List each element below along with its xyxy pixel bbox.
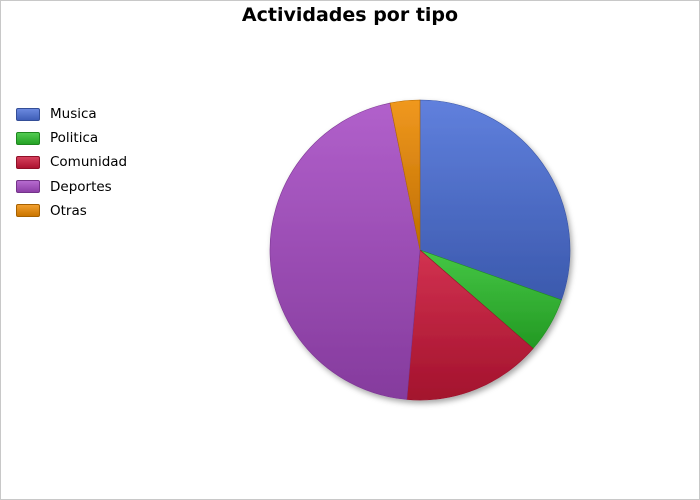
pie-slice-deportes — [269, 102, 421, 400]
legend-swatch-politica — [16, 131, 40, 145]
legend-swatch-musica — [16, 107, 40, 121]
pie-slices — [269, 99, 571, 401]
legend-label-comunidad: Comunidad — [50, 154, 128, 171]
legend-label-musica: Musica — [50, 106, 97, 123]
legend-item-comunidad: Comunidad — [16, 150, 127, 174]
legend-item-musica: Musica — [16, 102, 127, 126]
legend-item-politica: Politica — [16, 126, 127, 150]
pie-slice-musica — [419, 99, 571, 301]
legend-label-politica: Politica — [50, 130, 99, 147]
legend-label-otras: Otras — [50, 202, 87, 219]
chart-title: Actividades por tipo — [241, 4, 459, 26]
legend-item-deportes: Deportes — [16, 175, 127, 199]
legend: Musica Politica Comunidad Deportes Otras — [16, 102, 127, 223]
legend-swatch-comunidad — [16, 155, 40, 169]
legend-swatch-otras — [16, 204, 40, 218]
legend-item-otras: Otras — [16, 199, 127, 223]
legend-label-deportes: Deportes — [50, 178, 112, 195]
legend-swatch-deportes — [16, 180, 40, 194]
pie-slice-comunidad — [406, 249, 534, 401]
pie-slice-otras — [389, 99, 421, 251]
